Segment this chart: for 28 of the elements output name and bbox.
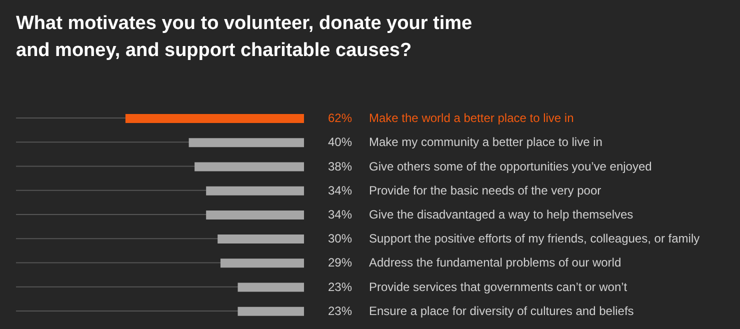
bar [206,210,304,220]
bar [206,186,304,196]
data-label: 40% [328,135,352,150]
bar [238,282,304,292]
data-label: 29% [328,256,352,270]
chart-title: What motivates you to volunteer, donate your time and money, and support charitable causes? [16,12,472,63]
data-label: 23% [328,280,352,294]
y-tick-label: Make my community a better place to live in [369,135,602,150]
bar [238,306,304,316]
y-tick-label: Provide for the basic needs of the very poor [369,183,602,198]
data-label: 62% [328,111,352,126]
y-tick-label: Address the fundamental problems of our world [369,256,622,270]
data-label: 34% [328,183,352,198]
data-label: 30% [328,232,352,246]
bar [125,114,304,123]
bar [188,138,304,148]
y-tick-label: Ensure a place for diversity of cultures and beliefs [369,304,634,318]
bar [218,234,304,244]
y-tick-label: Make the world a better place to live in [369,111,574,126]
data-label: 38% [328,159,352,174]
y-tick-label: Give the disadvantaged a way to help themselves [369,208,634,222]
y-tick-label: Give others some of the opportunities you’ve enjoyed [369,159,652,174]
y-tick-label: Provide services that governments can’t or won’t [369,280,628,294]
data-label: 34% [328,208,352,222]
data-label: 23% [328,304,352,318]
bar [220,258,304,268]
y-tick-label: Support the positive efforts of my friends, colleagues, or family [369,232,700,246]
bar [194,162,304,172]
